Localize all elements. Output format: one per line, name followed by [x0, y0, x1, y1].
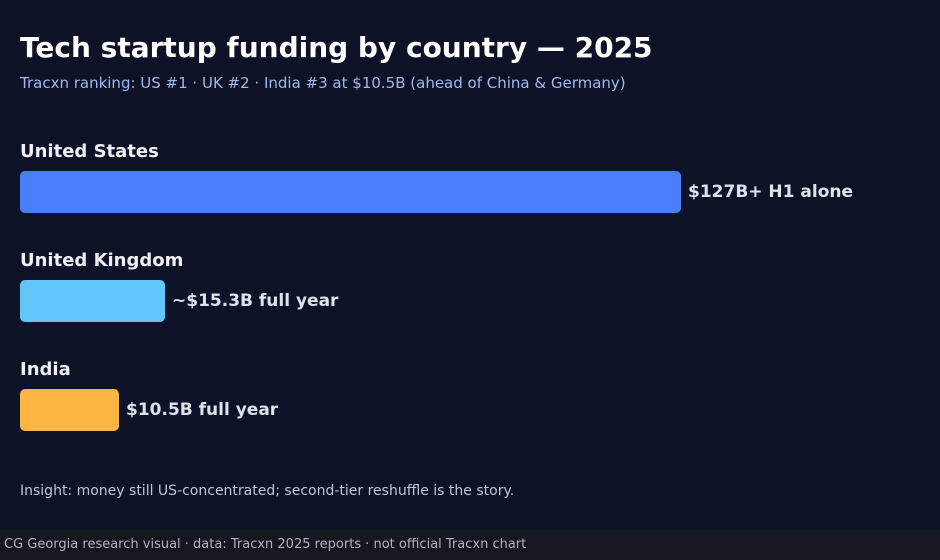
- footer-credit: CG Georgia research visual · data: Tracx…: [4, 537, 527, 552]
- category-label-india: India: [20, 359, 71, 380]
- chart-subtitle: Tracxn ranking: US #1 · UK #2 · India #3…: [20, 74, 626, 92]
- category-label-united-kingdom: United Kingdom: [20, 250, 184, 271]
- bar-united-kingdom: [20, 280, 165, 322]
- chart-title: Tech startup funding by country — 2025: [20, 31, 653, 64]
- footer-bar: CG Georgia research visual · data: Tracx…: [0, 530, 940, 560]
- category-label-united-states: United States: [20, 141, 159, 162]
- value-label-india: $10.5B full year: [126, 400, 279, 420]
- bar-united-states: [20, 171, 681, 213]
- insight-note: Insight: money still US-concentrated; se…: [20, 483, 515, 499]
- bar-india: [20, 389, 119, 431]
- value-label-united-kingdom: ~$15.3B full year: [172, 291, 339, 311]
- value-label-united-states: $127B+ H1 alone: [688, 182, 854, 202]
